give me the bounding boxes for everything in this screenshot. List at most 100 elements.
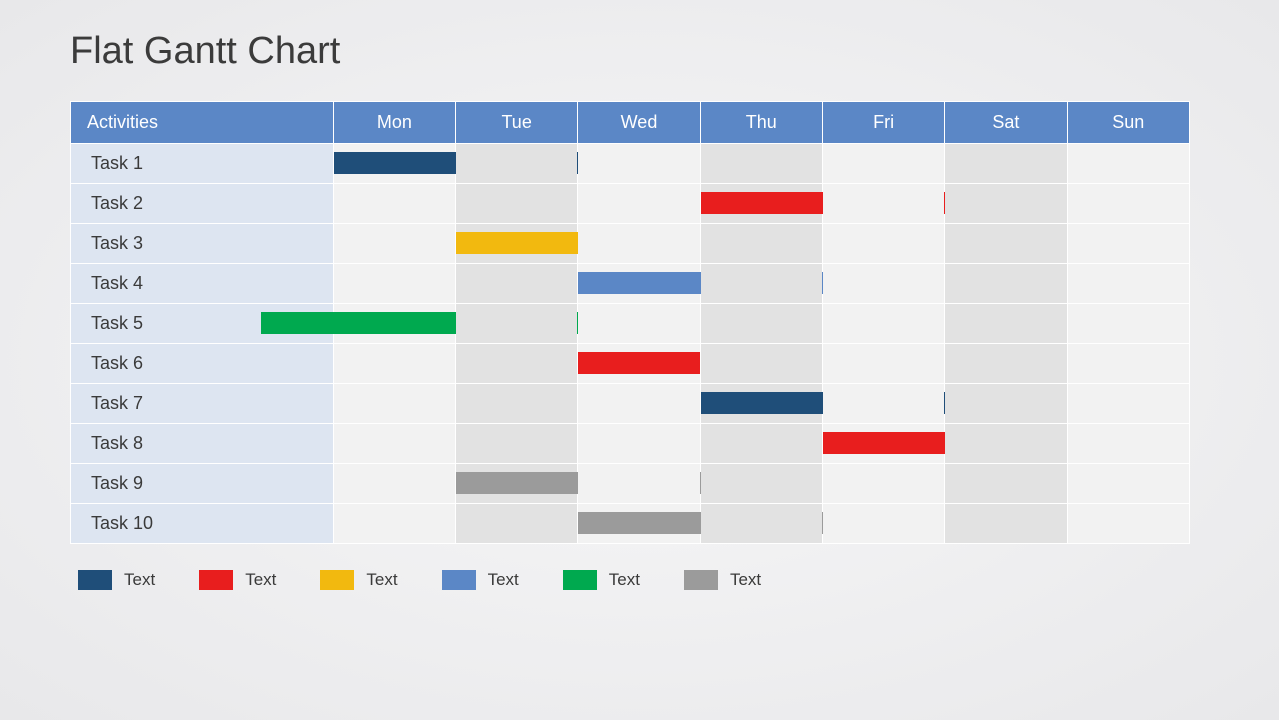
day-header-mon: Mon bbox=[333, 102, 455, 144]
gantt-cell bbox=[578, 264, 700, 304]
legend-item: Text bbox=[684, 570, 761, 590]
gantt-cell bbox=[1067, 424, 1189, 464]
gantt-cell bbox=[945, 384, 1067, 424]
gantt-cell bbox=[333, 144, 455, 184]
gantt-cell bbox=[1067, 224, 1189, 264]
table-row: Task 7 bbox=[71, 384, 1190, 424]
gantt-cell bbox=[1067, 144, 1189, 184]
task-label: Task 4 bbox=[71, 264, 334, 304]
gantt-cell bbox=[333, 264, 455, 304]
gantt-cell bbox=[945, 464, 1067, 504]
legend-swatch bbox=[199, 570, 233, 590]
gantt-cell bbox=[822, 424, 944, 464]
gantt-cell bbox=[700, 184, 822, 224]
table-row: Task 8 bbox=[71, 424, 1190, 464]
gantt-cell bbox=[1067, 384, 1189, 424]
gantt-cell bbox=[945, 184, 1067, 224]
legend-label: Text bbox=[245, 570, 276, 590]
legend-item: Text bbox=[320, 570, 397, 590]
gantt-cell bbox=[700, 224, 822, 264]
day-header-sat: Sat bbox=[945, 102, 1067, 144]
table-row: Task 5 bbox=[71, 304, 1190, 344]
gantt-cell bbox=[700, 304, 822, 344]
gantt-cell bbox=[945, 304, 1067, 344]
gantt-cell bbox=[1067, 344, 1189, 384]
gantt-cell bbox=[945, 224, 1067, 264]
legend-label: Text bbox=[730, 570, 761, 590]
gantt-cell bbox=[822, 184, 944, 224]
gantt-cell bbox=[333, 184, 455, 224]
task-label: Task 2 bbox=[71, 184, 334, 224]
gantt-cell bbox=[456, 504, 578, 544]
gantt-cell bbox=[578, 384, 700, 424]
legend-swatch bbox=[78, 570, 112, 590]
legend-item: Text bbox=[563, 570, 640, 590]
gantt-cell bbox=[578, 344, 700, 384]
table-row: Task 2 bbox=[71, 184, 1190, 224]
activities-header: Activities bbox=[71, 102, 334, 144]
gantt-cell bbox=[822, 384, 944, 424]
gantt-cell bbox=[578, 504, 700, 544]
gantt-cell bbox=[578, 144, 700, 184]
legend-swatch bbox=[684, 570, 718, 590]
gantt-cell bbox=[456, 224, 578, 264]
gantt-cell bbox=[700, 424, 822, 464]
day-header-wed: Wed bbox=[578, 102, 700, 144]
legend-item: Text bbox=[78, 570, 155, 590]
legend-label: Text bbox=[124, 570, 155, 590]
gantt-bar bbox=[578, 352, 700, 374]
table-row: Task 6 bbox=[71, 344, 1190, 384]
gantt-header-row: Activities Mon Tue Wed Thu Fri Sat Sun bbox=[71, 102, 1190, 144]
gantt-cell bbox=[822, 224, 944, 264]
table-row: Task 1 bbox=[71, 144, 1190, 184]
day-header-tue: Tue bbox=[456, 102, 578, 144]
gantt-cell bbox=[333, 384, 455, 424]
gantt-cell bbox=[700, 144, 822, 184]
gantt-cell bbox=[945, 504, 1067, 544]
table-row: Task 9 bbox=[71, 464, 1190, 504]
gantt-cell bbox=[822, 504, 944, 544]
task-label: Task 9 bbox=[71, 464, 334, 504]
table-row: Task 10 bbox=[71, 504, 1190, 544]
legend: Text Text Text Text Text Text bbox=[70, 570, 1209, 590]
legend-label: Text bbox=[366, 570, 397, 590]
gantt-cell bbox=[822, 464, 944, 504]
gantt-cell bbox=[1067, 304, 1189, 344]
gantt-cell bbox=[822, 144, 944, 184]
gantt-cell bbox=[700, 464, 822, 504]
gantt-cell bbox=[1067, 184, 1189, 224]
gantt-cell bbox=[456, 464, 578, 504]
gantt-cell bbox=[945, 424, 1067, 464]
gantt-cell bbox=[945, 344, 1067, 384]
gantt-cell bbox=[456, 144, 578, 184]
page-title: Flat Gantt Chart bbox=[70, 30, 1209, 73]
task-label: Task 3 bbox=[71, 224, 334, 264]
gantt-cell bbox=[333, 224, 455, 264]
gantt-cell bbox=[1067, 464, 1189, 504]
gantt-cell bbox=[333, 464, 455, 504]
gantt-cell bbox=[945, 264, 1067, 304]
legend-swatch bbox=[442, 570, 476, 590]
gantt-cell bbox=[456, 264, 578, 304]
gantt-cell bbox=[578, 424, 700, 464]
gantt-cell bbox=[578, 304, 700, 344]
gantt-cell bbox=[456, 384, 578, 424]
task-label: Task 6 bbox=[71, 344, 334, 384]
gantt-cell bbox=[1067, 504, 1189, 544]
legend-item: Text bbox=[442, 570, 519, 590]
legend-item: Text bbox=[199, 570, 276, 590]
gantt-cell bbox=[578, 224, 700, 264]
gantt-cell bbox=[456, 184, 578, 224]
task-label: Task 7 bbox=[71, 384, 334, 424]
gantt-chart: Activities Mon Tue Wed Thu Fri Sat Sun T… bbox=[70, 101, 1190, 544]
gantt-cell bbox=[1067, 264, 1189, 304]
legend-label: Text bbox=[609, 570, 640, 590]
task-label: Task 8 bbox=[71, 424, 334, 464]
gantt-cell bbox=[822, 344, 944, 384]
gantt-cell bbox=[333, 344, 455, 384]
gantt-cell bbox=[945, 144, 1067, 184]
day-header-sun: Sun bbox=[1067, 102, 1189, 144]
gantt-cell bbox=[333, 504, 455, 544]
gantt-cell bbox=[822, 264, 944, 304]
gantt-cell bbox=[456, 424, 578, 464]
